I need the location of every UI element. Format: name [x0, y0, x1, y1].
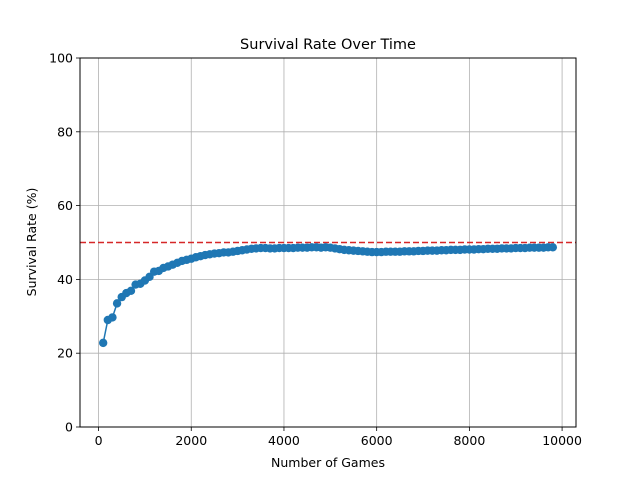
y-tick-label: 80	[57, 124, 73, 139]
x-axis-label: Number of Games	[271, 455, 385, 470]
data-point	[126, 286, 136, 296]
x-tick-label: 10000	[542, 433, 582, 448]
data-point	[112, 299, 122, 308]
chart-title: Survival Rate Over Time	[240, 37, 416, 53]
x-tick-label: 4000	[268, 433, 300, 448]
series-group	[98, 243, 558, 348]
x-tick-label: 6000	[361, 433, 393, 448]
data-point	[108, 313, 117, 322]
x-tick-label: 0	[95, 433, 103, 448]
y-axis-label: Survival Rate (%)	[24, 188, 39, 297]
y-tick-label: 100	[49, 51, 73, 66]
y-tick-label: 60	[57, 198, 73, 213]
ticks: 0 2000 4000 6000 8000 10000 0 20 40 60 80 100	[49, 51, 582, 449]
y-tick-label: 40	[57, 272, 73, 287]
plot-frame	[79, 57, 577, 428]
y-tick-label: 0	[65, 420, 73, 435]
data-point	[548, 243, 558, 252]
data-point	[98, 338, 108, 348]
x-tick-label: 2000	[175, 433, 207, 448]
y-tick-label: 20	[57, 346, 73, 361]
x-tick-label: 8000	[453, 433, 485, 448]
